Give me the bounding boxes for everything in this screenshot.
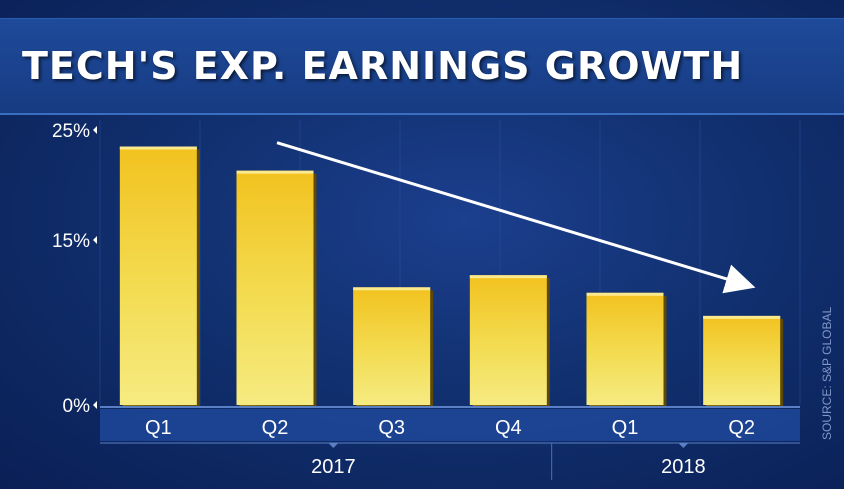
chart-title: TECH'S EXP. EARNINGS GROWTH — [22, 44, 744, 88]
bar-group — [236, 170, 317, 408]
x-tick-label: Q1 — [145, 417, 172, 439]
group-label: 2018 — [661, 456, 706, 478]
group-label: 2017 — [311, 456, 356, 478]
bar-top-highlight — [119, 146, 197, 150]
bar-group — [469, 275, 550, 408]
source-label: SOURCE: S&P GLOBAL — [820, 306, 834, 440]
group-tick-mark — [328, 443, 339, 448]
y-tick-label: 15% — [52, 231, 90, 252]
bar-group — [586, 292, 667, 408]
bar-group — [703, 315, 784, 408]
bar-group — [353, 287, 434, 408]
x-axis-band — [100, 409, 800, 441]
bar — [586, 292, 664, 405]
y-tick-mark — [93, 236, 97, 244]
bar — [236, 170, 314, 405]
bar-group — [119, 146, 200, 408]
bar-top-highlight — [469, 275, 547, 279]
bar — [469, 275, 547, 405]
trend-arrow — [276, 141, 756, 294]
x-tick-label: Q1 — [612, 417, 639, 439]
y-tick-mark — [93, 401, 97, 409]
bar — [353, 287, 431, 405]
x-tick-label: Q3 — [378, 417, 405, 439]
y-tick-label: 0% — [63, 396, 91, 417]
bar — [119, 146, 197, 405]
bar-top-highlight — [586, 292, 664, 296]
group-tick-mark — [678, 443, 689, 448]
title-banner — [0, 18, 844, 115]
x-tick-label: Q2 — [262, 417, 289, 439]
bar-top-highlight — [703, 315, 781, 319]
x-tick-label: Q4 — [495, 417, 522, 439]
grid-lines — [99, 120, 801, 405]
x-tick-label: Q2 — [728, 417, 755, 439]
y-tick-label: 25% — [52, 121, 90, 142]
bar-top-highlight — [236, 170, 314, 174]
bar-top-highlight — [353, 287, 431, 291]
bar — [703, 315, 781, 405]
y-tick-mark — [93, 126, 97, 134]
